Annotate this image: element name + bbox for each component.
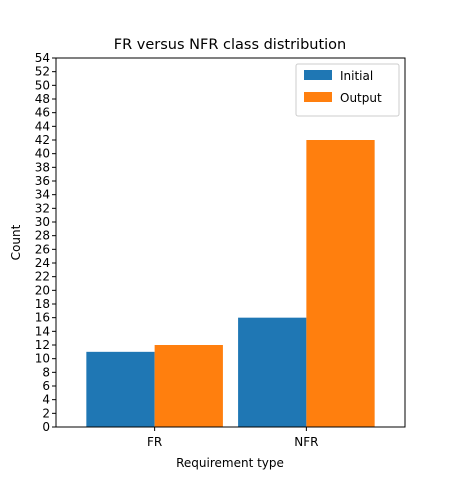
- y-tick-label: 34: [35, 188, 50, 202]
- y-tick-label: 20: [35, 283, 50, 297]
- y-tick-label: 54: [35, 51, 50, 65]
- y-tick-label: 50: [35, 78, 50, 92]
- bars: [86, 140, 375, 427]
- y-tick-label: 46: [35, 106, 50, 120]
- y-tick-label: 28: [35, 229, 50, 243]
- y-tick-label: 42: [35, 133, 50, 147]
- y-tick-label: 12: [35, 338, 50, 352]
- legend-swatch-output: [304, 92, 332, 102]
- y-tick-label: 38: [35, 160, 50, 174]
- y-tick-label: 32: [35, 201, 50, 215]
- y-tick-label: 14: [35, 324, 50, 338]
- bar-initial-nfr: [238, 317, 307, 427]
- y-tick-label: 44: [35, 119, 50, 133]
- y-tick-label: 24: [35, 256, 50, 270]
- plot-frame: [55, 57, 406, 428]
- bar-initial-fr: [86, 351, 155, 427]
- y-tick-label: 6: [42, 379, 50, 393]
- legend: Initial Output: [295, 63, 400, 117]
- y-tick-label: 16: [35, 311, 50, 325]
- y-tick-label: 48: [35, 92, 50, 106]
- legend-swatch-initial: [304, 70, 332, 80]
- y-tick-label: 22: [35, 270, 50, 284]
- x-tick-label: FR: [147, 435, 162, 449]
- y-tick-label: 36: [35, 174, 50, 188]
- y-tick-label: 26: [35, 242, 50, 256]
- y-axis-ticks: 0246810121416182022242628303234363840424…: [35, 51, 56, 434]
- bar-output-fr: [154, 345, 223, 427]
- y-tick-label: 8: [42, 365, 50, 379]
- y-tick-label: 10: [35, 352, 50, 366]
- y-tick-label: 18: [35, 297, 50, 311]
- x-axis-ticks: FR NFR: [147, 427, 318, 449]
- y-tick-label: 52: [35, 65, 50, 79]
- y-axis-label: Count: [9, 224, 23, 260]
- y-tick-label: 4: [42, 393, 50, 407]
- chart-title: FR versus NFR class distribution: [114, 37, 347, 53]
- legend-label-output: Output: [340, 91, 382, 105]
- y-tick-label: 0: [42, 420, 50, 434]
- x-tick-label: NFR: [294, 435, 318, 449]
- x-axis-label: Requirement type: [176, 456, 284, 470]
- y-tick-label: 2: [42, 406, 50, 420]
- bar-output-nfr: [306, 140, 375, 427]
- y-tick-label: 30: [35, 215, 50, 229]
- legend-label-initial: Initial: [340, 69, 373, 83]
- y-tick-label: 40: [35, 147, 50, 161]
